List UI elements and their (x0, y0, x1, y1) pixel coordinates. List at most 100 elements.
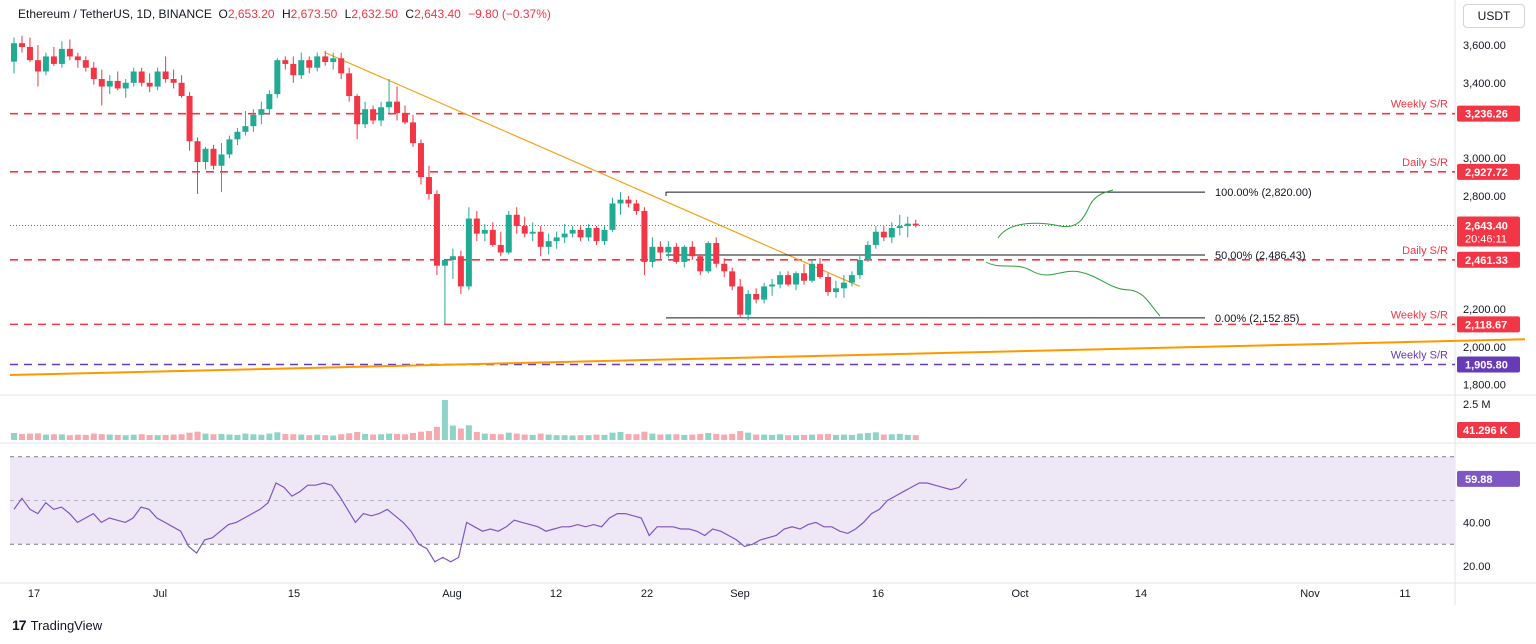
volume-bar (34, 433, 41, 440)
candle-body (673, 246, 680, 262)
candle-body (178, 82, 185, 96)
high-label: H (281, 7, 291, 21)
volume-bar (673, 434, 680, 440)
candle-body (777, 275, 784, 285)
y-tick-label: 2,200.00 (1463, 304, 1506, 316)
candle-body (50, 56, 57, 64)
candle-body (82, 60, 89, 68)
volume-bar (569, 435, 576, 440)
volume-bar (601, 434, 608, 440)
volume-bar (370, 434, 377, 440)
sr-level-label: Weekly S/R (1391, 309, 1448, 321)
candle-body (298, 60, 305, 76)
volume-bar (26, 433, 33, 440)
candle-body (641, 211, 648, 262)
volume-bar (617, 432, 624, 440)
volume-bar (154, 435, 161, 440)
currency-button[interactable]: USDT (1463, 4, 1525, 28)
sr-value-text: 2,927.72 (1465, 167, 1508, 179)
candle-body (785, 275, 792, 285)
candle-body (904, 223, 911, 227)
last-price-text: 2,643.40 (1465, 220, 1508, 232)
candle-body (609, 203, 616, 230)
volume-bar (449, 425, 456, 440)
candle-body (18, 43, 25, 47)
projection-up-path (997, 189, 1114, 239)
sr-level-label: Daily S/R (1402, 245, 1448, 257)
y-tick-label: 2,800.00 (1463, 191, 1506, 203)
x-tick-label: 11 (1399, 588, 1410, 600)
volume-bar (737, 431, 744, 440)
volume-bar (322, 435, 329, 440)
volume-bar (162, 434, 169, 440)
candle-body (872, 231, 879, 245)
volume-bar (402, 434, 409, 440)
volume-tick-label: 2.5 M (1463, 399, 1491, 411)
open-label: O (218, 7, 228, 21)
candle-body (354, 95, 361, 125)
sr-value-badge (1457, 163, 1520, 180)
volume-bar (50, 434, 57, 440)
candle-body (58, 48, 65, 64)
candle-body (410, 122, 416, 144)
candle-body (242, 126, 249, 132)
volume-bar (66, 435, 73, 440)
candle-body (856, 260, 863, 276)
volume-bar (848, 434, 855, 440)
volume-bar (122, 435, 129, 440)
candle-body (322, 56, 329, 63)
rsi-last-text: 59.88 (1465, 474, 1493, 486)
sr-level-label: Weekly S/R (1391, 99, 1448, 111)
projection-down-path (985, 261, 1161, 317)
volume-bar (258, 434, 265, 440)
candle-body (593, 227, 600, 242)
volume-bar (777, 434, 784, 440)
candle-body (194, 141, 201, 162)
volume-bar (641, 431, 648, 440)
x-tick-label: Jul (153, 588, 167, 600)
volume-bar (625, 433, 632, 440)
descending-trendline (324, 52, 861, 287)
sr-value-text: 3,236.26 (1465, 109, 1508, 121)
volume-bar (146, 435, 153, 440)
volume-bar (912, 435, 919, 440)
volume-bar (609, 432, 616, 440)
volume-bar (250, 434, 257, 440)
sr-value-badge (1457, 356, 1520, 373)
sr-value-text: 2,118.67 (1465, 319, 1507, 331)
fib-level-label: 100.00% (2,820.00) (1215, 187, 1312, 199)
volume-bar (465, 425, 472, 440)
x-tick-label: 12 (550, 588, 562, 600)
candle-body (625, 199, 632, 204)
candle-body (250, 114, 257, 127)
candle-body (649, 246, 656, 262)
low-value: 2,632.50 (351, 7, 399, 21)
brand-name: TradingView (30, 617, 103, 633)
volume-bar (793, 435, 800, 440)
candle-body (537, 231, 544, 247)
tradingview-brand[interactable]: 17 TradingView (12, 617, 102, 633)
candle-body (489, 229, 496, 245)
rsi-tick-label: 20.00 (1463, 561, 1491, 573)
volume-bar (481, 433, 488, 440)
volume-bar (529, 434, 536, 440)
x-tick-label: Oct (1011, 588, 1028, 600)
volume-bar (521, 434, 528, 440)
volume-bar (433, 426, 440, 440)
candle-body (545, 241, 552, 247)
volume-bar (545, 434, 552, 440)
close-value: 2,643.40 (414, 7, 461, 21)
volume-bar (178, 434, 185, 440)
candle-body (146, 82, 153, 87)
volume-bar (856, 433, 863, 440)
volume-bar (745, 432, 752, 440)
candle-body (473, 218, 480, 234)
volume-bar (362, 433, 369, 440)
x-tick-label: 14 (1135, 588, 1147, 600)
volume-bar (394, 433, 401, 440)
candle-body (441, 260, 448, 266)
candle-body (809, 263, 815, 281)
volume-bar (106, 434, 113, 440)
candle-body (425, 177, 432, 195)
